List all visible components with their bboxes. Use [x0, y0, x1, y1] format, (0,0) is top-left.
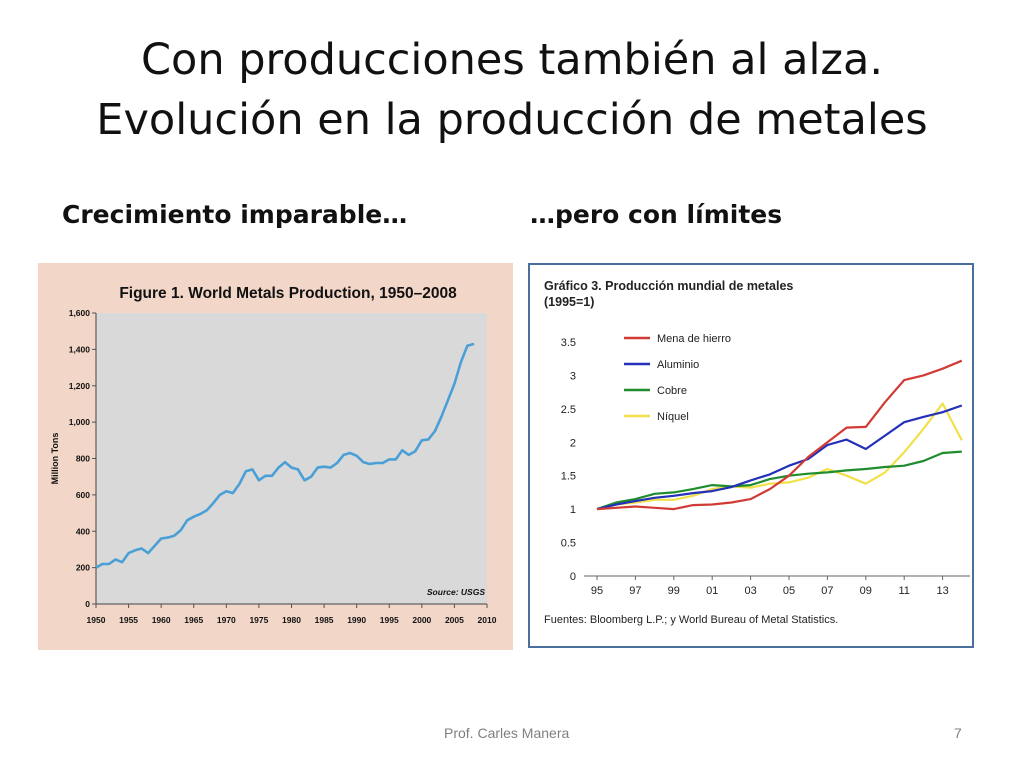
y-tick-label: 800	[76, 454, 90, 464]
legend-label-copper: Cobre	[657, 385, 687, 397]
y-tick-label: 1,600	[69, 308, 91, 318]
legend-label-iron: Mena de hierro	[657, 333, 731, 345]
y-axis-label: Million Tons	[50, 433, 60, 485]
y-tick-label: 600	[76, 490, 90, 500]
legend-label-nickel: Níquel	[657, 411, 689, 423]
x-tick-label: 13	[936, 585, 948, 597]
slide-title-line1: Con producciones también al alza.	[140, 35, 884, 85]
y-tick-label: 0.5	[561, 538, 576, 550]
x-tick-label: 1960	[152, 615, 171, 625]
x-tick-label: 03	[744, 585, 756, 597]
source-label: Fuentes: Bloomberg L.P.; y World Bureau …	[544, 614, 838, 626]
y-tick-label: 0	[85, 599, 90, 609]
x-tick-label: 97	[629, 585, 641, 597]
x-tick-label: 09	[860, 585, 872, 597]
x-tick-label: 99	[668, 585, 680, 597]
series-line-world-metals	[95, 342, 475, 569]
slide-title-line2: Evolución en la producción de metales	[96, 95, 928, 145]
page-number: 7	[954, 725, 962, 741]
chart-title: Gráfico 3. Producción mundial de metales	[544, 279, 793, 293]
chart-subtitle: (1995=1)	[544, 295, 594, 309]
y-tick-label: 1,400	[69, 344, 91, 354]
x-tick-label: 1990	[347, 615, 366, 625]
slide-title: Con producciones también al alza. Evoluc…	[0, 30, 1024, 150]
legend-label-aluminum: Aluminio	[657, 359, 699, 371]
series-line-nickel	[596, 402, 963, 511]
y-tick-label: 1	[570, 504, 576, 516]
footer-author: Prof. Carles Manera	[444, 725, 570, 741]
y-tick-label: 400	[76, 526, 90, 536]
chart-title: Figure 1. World Metals Production, 1950–…	[119, 285, 457, 302]
x-tick-label: 1965	[184, 615, 203, 625]
y-tick-label: 2	[570, 437, 576, 449]
x-tick-label: 1970	[217, 615, 236, 625]
x-tick-label: 07	[821, 585, 833, 597]
y-tick-label: 1.5	[561, 471, 576, 483]
series-line-iron	[596, 359, 963, 511]
y-tick-label: 1,000	[69, 417, 91, 427]
x-tick-label: 2010	[478, 615, 497, 625]
source-label: Source: USGS	[427, 587, 485, 597]
x-tick-label: 11	[898, 585, 909, 597]
x-tick-label: 1995	[380, 615, 399, 625]
metal-index-chart-panel: Gráfico 3. Producción mundial de metales…	[528, 263, 974, 648]
y-tick-label: 2.5	[561, 404, 576, 416]
plot-area	[96, 313, 487, 604]
world-metals-chart-panel: Figure 1. World Metals Production, 1950–…	[38, 263, 513, 650]
x-tick-label: 95	[591, 585, 603, 597]
right-heading: …pero con límites	[530, 200, 783, 229]
x-tick-label: 2005	[445, 615, 464, 625]
x-tick-label: 1975	[249, 615, 268, 625]
metal-index-chart: Gráfico 3. Producción mundial de metales…	[544, 279, 970, 626]
left-heading: Crecimiento imparable…	[62, 200, 408, 229]
y-tick-label: 3.5	[561, 337, 576, 349]
x-tick-label: 1980	[282, 615, 301, 625]
x-tick-label: 01	[706, 585, 718, 597]
x-tick-label: 05	[783, 585, 795, 597]
x-tick-label: 1950	[87, 615, 106, 625]
y-tick-label: 3	[570, 370, 576, 382]
x-tick-label: 2000	[412, 615, 431, 625]
series-line-copper	[596, 450, 962, 511]
x-tick-label: 1955	[119, 615, 138, 625]
series-line-aluminum	[596, 404, 963, 511]
x-tick-label: 1985	[315, 615, 334, 625]
y-tick-label: 200	[76, 563, 90, 573]
y-tick-label: 0	[570, 571, 576, 583]
y-tick-label: 1,200	[69, 381, 91, 391]
world-metals-chart: Figure 1. World Metals Production, 1950–…	[50, 285, 497, 625]
